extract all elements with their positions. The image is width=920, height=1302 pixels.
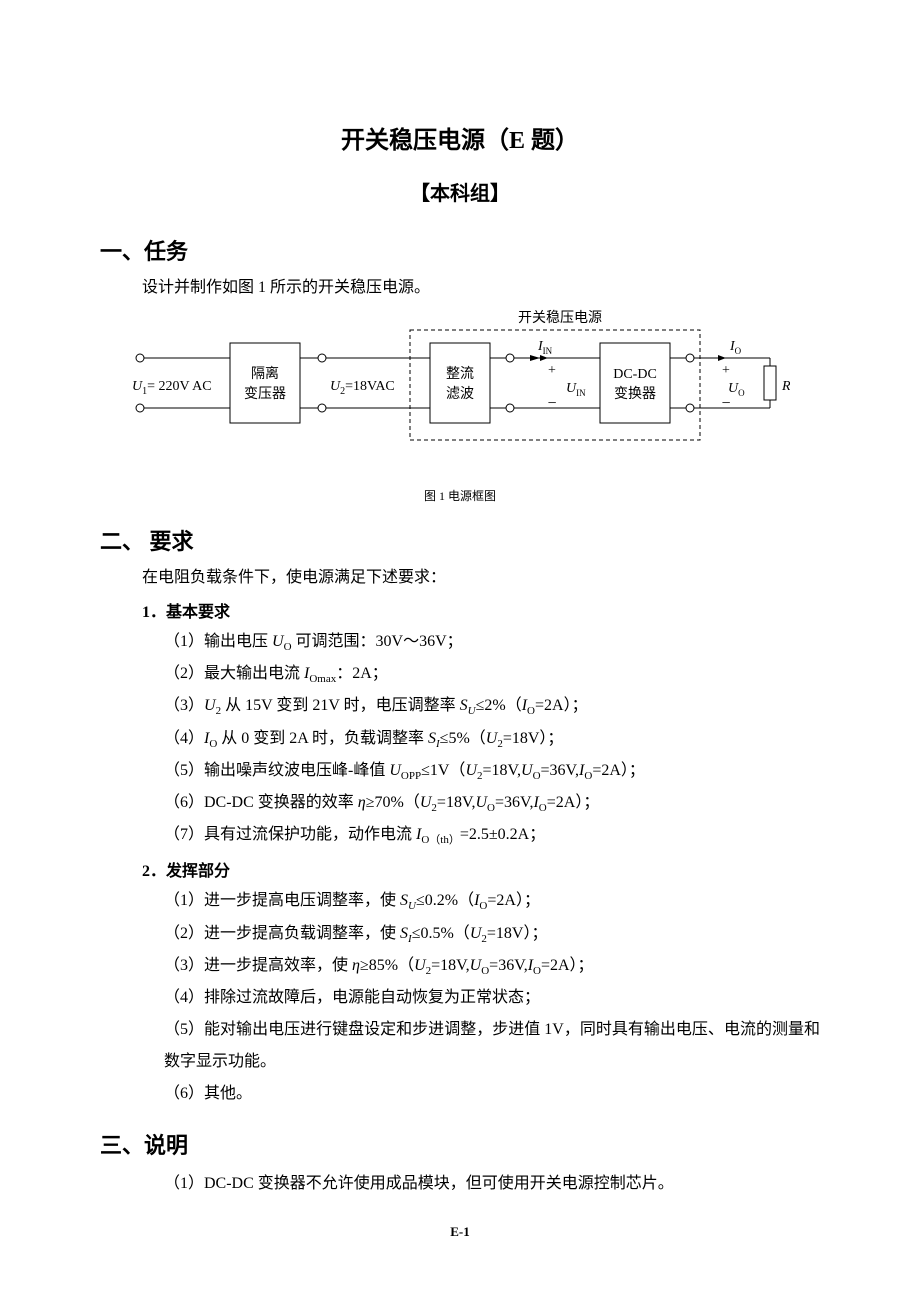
diag-block-dcdc [600,343,670,423]
diag-txt-transformer1: 隔离 [251,365,279,382]
diag-uin: UIN [566,381,586,398]
minus-icon: − [721,395,730,412]
list-item: （3）U2 从 15V 变到 21V 时，电压调整率 SU≤2%（IO=2A）； [164,690,820,722]
diag-txt-dcdc2: 变换器 [614,385,656,402]
arrow-head-icon [718,355,726,361]
section3-heading: 三、说明 [100,1128,820,1160]
list-item: （2）最大输出电流 IOmax：2A； [164,658,820,690]
list-item: （4）排除过流故障后，电源能自动恢复为正常状态； [164,982,820,1014]
diag-block-transformer [230,343,300,423]
diag-label-top: 开关稳压电源 [518,310,602,326]
diag-term-in-bot [136,404,144,412]
list-item: （1）输出电压 UO 可调范围：30V～36V； [164,626,820,658]
diag-term [506,404,514,412]
list-item: （5）能对输出电压进行键盘设定和步进调整，步进值 1V，同时具有输出电压、电流的… [164,1014,820,1078]
list-item: （2）进一步提高负载调整率，使 SI≤0.5%（U2=18V）； [164,918,820,950]
list-item: （7）具有过流保护功能，动作电流 IO（th）=2.5±0.2A； [164,819,820,851]
section1-text: 设计并制作如图 1 所示的开关稳压电源。 [142,274,820,302]
diag-term [686,404,694,412]
diag-u2: U2=18VAC [330,379,395,397]
diag-u1: U1= 220V AC [132,379,212,397]
diag-iin: IIN [537,339,553,356]
diag-txt-rect2: 滤波 [446,386,474,402]
list-item: （5）输出噪声纹波电压峰-峰值 UOPP≤1V（U2=18V,UO=36V,IO… [164,755,820,787]
diag-txt-transformer2: 变压器 [244,386,286,402]
page: 开关稳压电源（E 题） 【本科组】 一、任务 设计并制作如图 1 所示的开关稳压… [0,0,920,1302]
advanced-req-group: 2．发挥部分 （1）进一步提高电压调整率，使 SU≤0.2%（IO=2A）；（2… [142,857,820,1110]
diag-uo: UO [728,381,745,398]
list-item: （3）进一步提高效率，使 η≥85%（U2=18V,UO=36V,IO=2A）； [164,950,820,982]
list-item: （6）其他。 [164,1078,820,1110]
section1-heading: 一、任务 [100,234,820,266]
diag-txt-rect1: 整流 [446,366,474,382]
diag-block-rectifier [430,343,490,423]
list-item: （1）DC-DC 变换器不允许使用成品模块，但可使用开关电源控制芯片。 [164,1168,820,1200]
title-sub: 【本科组】 [100,177,820,206]
advanced-heading: 2．发挥部分 [142,857,820,881]
diag-io: IO [729,339,742,356]
diag-term-in-top [136,354,144,362]
title-main: 开关稳压电源（E 题） [100,120,820,155]
plus-icon: + [548,363,556,378]
section2-heading: 二、 要求 [100,524,820,556]
diagram: 开关稳压电源 U1= 220V AC 隔离 变压器 U2=18VAC 整流 [130,308,790,504]
list-item: （6）DC-DC 变换器的效率 η≥70%（U2=18V,UO=36V,IO=2… [164,787,820,819]
list-item: （4）IO 从 0 变到 2A 时，负载调整率 SI≤5%（U2=18V）； [164,723,820,755]
section3-group: （1）DC-DC 变换器不允许使用成品模块，但可使用开关电源控制芯片。 [142,1168,820,1200]
diag-rl: RL [781,379,790,396]
basic-heading: 1．基本要求 [142,598,820,622]
section2-intro: 在电阻负载条件下，使电源满足下述要求： [142,564,820,592]
minus-icon: − [547,395,556,412]
plus-icon: + [722,363,730,378]
diag-term [686,354,694,362]
diag-term [506,354,514,362]
resistor-icon [764,366,776,400]
diag-term [318,354,326,362]
basic-req-group: 1．基本要求 （1）输出电压 UO 可调范围：30V～36V；（2）最大输出电流… [142,598,820,851]
diag-term [318,404,326,412]
diag-txt-dcdc1: DC-DC [613,367,657,382]
diagram-caption: 图 1 电源框图 [130,487,790,504]
page-footer: E-1 [0,1224,920,1240]
list-item: （1）进一步提高电压调整率，使 SU≤0.2%（IO=2A）； [164,885,820,917]
